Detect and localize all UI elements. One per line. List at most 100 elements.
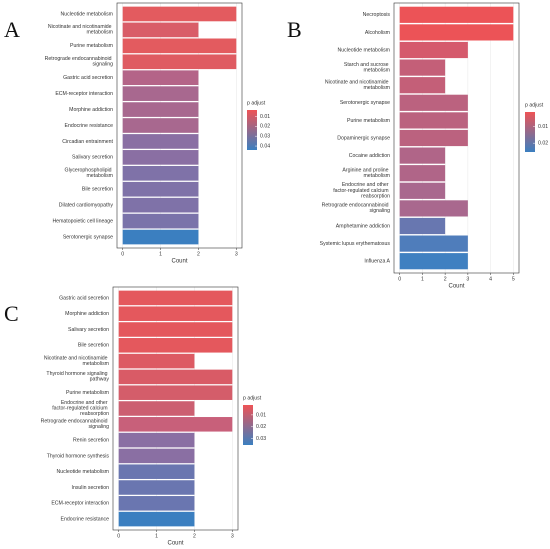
bar — [118, 385, 233, 400]
category-label: Alcoholism — [365, 30, 390, 36]
category-label: Serotonergic synapse — [63, 234, 113, 240]
legend-colorbar — [247, 110, 257, 150]
category-label: Bile secretion — [82, 187, 113, 193]
plot-border — [116, 2, 243, 249]
category-label: Gastric acid secretion — [59, 295, 109, 301]
x-tick-label: 3 — [231, 533, 234, 539]
bar — [399, 217, 446, 235]
category-label: ECM-receptor interaction — [55, 91, 113, 97]
category-label: Influenza A — [364, 259, 390, 265]
category-label: Systemic lupus erythematosus — [320, 241, 391, 247]
category-label: Cocaine addiction — [349, 153, 390, 159]
legend-tick-label: 0.01 — [256, 412, 266, 418]
legend-tick-label: 0.01 — [260, 114, 270, 120]
legend-colorbar — [243, 405, 253, 445]
category-label: Hematopoietic cell lineage — [52, 218, 113, 224]
category-label: Purine metabolism — [66, 390, 109, 396]
bar — [118, 432, 195, 448]
legend-tick-label: 0.04 — [260, 143, 270, 149]
x-tick-label: 2 — [193, 533, 196, 539]
legend-title: p adjust — [243, 395, 262, 401]
bar — [399, 129, 468, 147]
category-label: Glycerophospholipid metabolism — [65, 168, 113, 180]
legend-tick-label: 0.03 — [260, 134, 270, 140]
category-label: Nucleotide metabolism — [61, 11, 113, 17]
bar — [118, 306, 233, 321]
category-label: Purine metabolism — [70, 43, 113, 49]
category-label: Arginine and proline metabolism — [342, 168, 390, 180]
category-label: Nicotinate and nicotinamide metabolism — [44, 356, 109, 368]
bar — [399, 253, 468, 270]
bar — [118, 290, 233, 306]
bar — [399, 6, 514, 23]
legend-tick-label: 0.02 — [260, 124, 270, 130]
bar — [122, 197, 199, 213]
category-label: Bile secretion — [78, 343, 109, 349]
bar — [399, 112, 468, 129]
category-label: Thyroid hormone signaling pathway — [46, 371, 109, 383]
x-tick-label: 0 — [121, 251, 124, 257]
category-label: Purine metabolism — [347, 118, 390, 124]
bar — [118, 417, 233, 432]
category-label: ECM-receptor interaction — [51, 501, 109, 507]
bar — [122, 6, 237, 22]
legend-tick-label: 0.02 — [256, 424, 266, 430]
bar — [122, 150, 199, 165]
legend-title: p adjust — [525, 102, 544, 108]
category-label: Retrograde endocannabinoid signaling — [45, 56, 113, 68]
category-label: Insulin secretion — [72, 485, 110, 491]
bar — [122, 54, 237, 70]
bar — [399, 77, 446, 94]
category-label: Serotonergic synapse — [340, 100, 390, 106]
x-tick-label: 0 — [398, 276, 401, 282]
bar — [399, 41, 468, 59]
bar — [399, 200, 468, 217]
category-label: Gastric acid secretion — [63, 75, 113, 81]
x-tick-label: 3 — [235, 251, 238, 257]
bar — [122, 181, 199, 197]
x-tick-label: 1 — [155, 533, 158, 539]
legend-tick-label: 0.02 — [538, 141, 548, 147]
bar — [118, 496, 195, 511]
legend-title: p adjust — [247, 100, 266, 106]
bar — [118, 353, 195, 369]
category-label: Nucleotide metabolism — [57, 469, 109, 475]
bar — [122, 165, 199, 181]
bar — [122, 118, 199, 133]
legend-tick-label: 0.01 — [538, 124, 548, 130]
category-label: Endocrine and other factor-regulated cal… — [333, 183, 390, 200]
category-label: Endocrine resistance — [65, 123, 114, 129]
category-label: Thyroid hormone synthesis — [47, 453, 110, 459]
x-tick-label: 1 — [421, 276, 424, 282]
bar — [118, 464, 195, 479]
bar — [118, 338, 233, 353]
category-label: Morphine addiction — [69, 107, 113, 113]
category-label: Nicotinate and nicotinamide metabolism — [48, 24, 113, 36]
category-label: Renin secretion — [73, 437, 109, 443]
bar — [122, 213, 199, 229]
bar — [399, 59, 446, 76]
bar — [118, 511, 195, 527]
x-tick-label: 1 — [159, 251, 162, 257]
bar — [118, 480, 195, 495]
category-label: Retrograde endocannabinoid signaling — [41, 419, 109, 431]
category-label: Endocrine and other factor-regulated cal… — [52, 400, 109, 417]
category-label: Dilated cardiomyopathy — [59, 203, 114, 209]
x-axis-title: Count — [448, 284, 464, 290]
panel-letter: A — [4, 17, 20, 42]
category-label: Salivary secretion — [68, 327, 109, 333]
category-label: Salivary secretion — [72, 155, 113, 161]
category-label: Retrograde endocannabinoid signaling — [322, 203, 390, 215]
plot-border — [393, 2, 520, 274]
bar — [122, 134, 199, 149]
category-label: Starch and sucrose metabolism — [344, 62, 390, 74]
bar — [118, 448, 195, 464]
category-label: Amphetamine addiction — [336, 223, 390, 229]
x-tick-label: 4 — [489, 276, 492, 282]
x-tick-label: 0 — [117, 533, 120, 539]
x-tick-label: 3 — [466, 276, 469, 282]
category-label: Nicotinate and nicotinamide metabolism — [325, 80, 390, 92]
bar — [122, 70, 199, 86]
bar — [399, 165, 446, 182]
